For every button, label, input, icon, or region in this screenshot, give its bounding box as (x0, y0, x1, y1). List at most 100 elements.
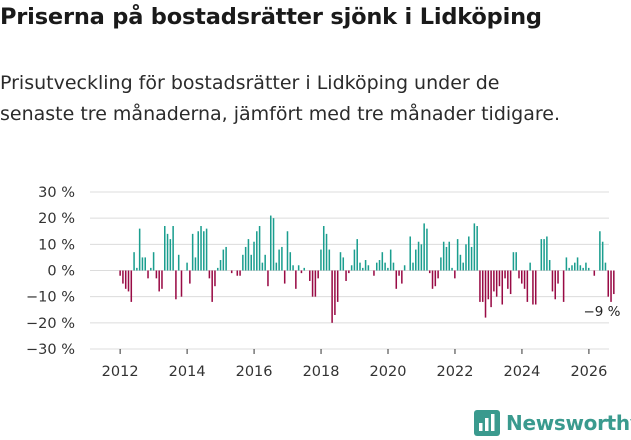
bar (534, 270, 537, 305)
bar (420, 244, 423, 271)
bar (587, 267, 590, 271)
bar (158, 270, 160, 292)
chart-subtitle: Prisutveckling för bostadsrätter i Lidkö… (0, 72, 560, 125)
y-tick-label: 0 % (47, 264, 75, 280)
bar (186, 262, 188, 271)
bar (348, 270, 350, 274)
bar (328, 249, 331, 271)
bar (242, 254, 244, 271)
bar (426, 228, 428, 271)
bar (197, 231, 199, 271)
bar (465, 244, 467, 271)
x-tick-label: 2020 (370, 364, 407, 380)
bar (336, 270, 339, 302)
bar (373, 270, 375, 276)
bar (526, 270, 529, 302)
bar (434, 270, 437, 287)
bar (230, 270, 233, 274)
bar (518, 270, 520, 279)
y-tick-label: −20 % (26, 316, 75, 332)
brand-name: Newsworthy (506, 411, 631, 435)
bar (417, 241, 420, 271)
bar (454, 270, 456, 279)
bar (582, 267, 584, 271)
bar (339, 252, 342, 271)
bar (613, 270, 615, 295)
bar (521, 270, 523, 284)
bar (236, 270, 239, 276)
bar (150, 267, 152, 271)
value-annotation: −9 % (583, 304, 620, 320)
bar (350, 265, 353, 271)
bar (286, 231, 289, 271)
bar (225, 246, 227, 271)
bar (309, 270, 311, 281)
x-tick-label: 2022 (437, 364, 474, 380)
bar (144, 257, 146, 271)
bar (389, 249, 392, 271)
bar (487, 270, 490, 300)
chart-title: Priserna på bostadsrätter sjönk i Lidköp… (0, 4, 542, 30)
bar (571, 265, 573, 271)
bar (456, 239, 459, 271)
bar (136, 267, 138, 271)
bar (398, 270, 400, 276)
bar (509, 270, 512, 295)
bar (448, 241, 451, 271)
bar (130, 270, 133, 302)
bar (364, 260, 367, 271)
bar (392, 262, 395, 271)
bar (554, 270, 557, 300)
bar (258, 226, 261, 271)
bar (490, 270, 492, 308)
bar (585, 262, 587, 271)
bar (320, 249, 322, 271)
bar (269, 215, 272, 271)
bar (532, 270, 534, 305)
bar (367, 265, 370, 271)
bar (540, 239, 543, 271)
bar (222, 249, 225, 271)
bar (381, 252, 384, 271)
bar (610, 270, 612, 302)
bar (562, 270, 565, 302)
x-tick-label: 2014 (169, 364, 206, 380)
x-tick-label: 2018 (303, 364, 340, 380)
x-tick-label: 2024 (503, 364, 540, 380)
bar (244, 246, 247, 271)
bar (250, 254, 252, 271)
bar (440, 257, 442, 271)
bar (412, 262, 414, 271)
bar (543, 239, 545, 271)
bar (314, 270, 317, 297)
bar (272, 218, 275, 271)
bar (568, 267, 570, 271)
bar (384, 262, 386, 271)
x-tick-label: 2012 (102, 364, 139, 380)
bar (239, 270, 241, 276)
bar (451, 267, 453, 271)
bar (216, 267, 219, 271)
bar (124, 270, 127, 289)
bar (200, 226, 202, 271)
bar (297, 265, 300, 271)
bar (548, 260, 551, 271)
bar (164, 226, 166, 271)
bar (275, 262, 278, 271)
bar (138, 228, 141, 271)
bar (599, 231, 601, 271)
bar (359, 262, 361, 271)
bar (468, 236, 470, 271)
bar (551, 270, 554, 292)
bar (177, 254, 180, 271)
bar (353, 249, 356, 271)
bar (442, 241, 445, 271)
bar (278, 249, 280, 271)
bar (247, 239, 250, 271)
bar (593, 270, 596, 276)
bar (133, 252, 135, 271)
bar (409, 236, 411, 271)
bar (459, 254, 462, 271)
bar (208, 270, 211, 279)
bar (495, 270, 498, 297)
